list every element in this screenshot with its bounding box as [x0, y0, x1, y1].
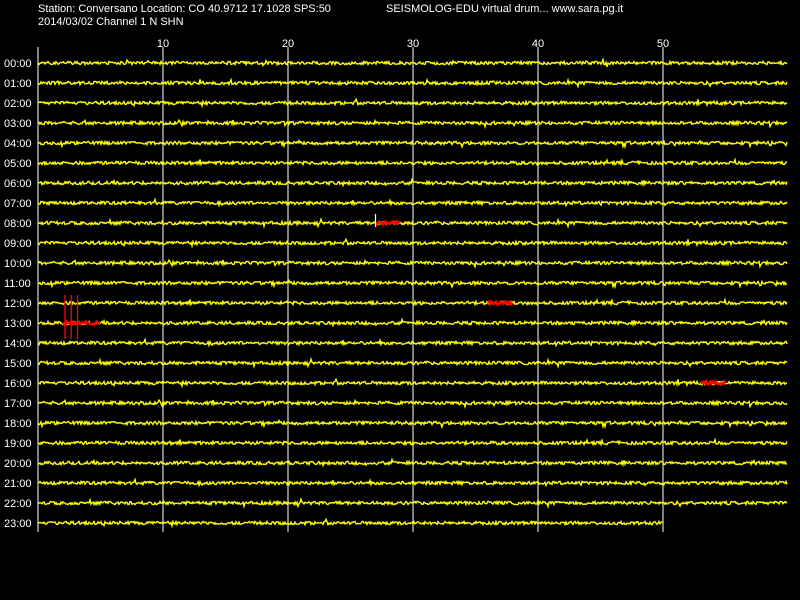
hour-label: 18:00 [4, 418, 32, 430]
minute-tick-label: 50 [657, 38, 669, 50]
minute-tick-label: 10 [157, 38, 169, 50]
station-info: Station: Conversano Location: CO 40.9712… [38, 3, 331, 15]
minute-tick-label: 20 [282, 38, 294, 50]
trace-row-2000 [37, 457, 788, 468]
trace-row-0000 [37, 56, 788, 68]
seismic-events [62, 214, 727, 386]
hour-label: 05:00 [4, 158, 32, 170]
trace-row-0500 [37, 157, 788, 167]
minute-tick-label: 40 [532, 38, 544, 50]
trace-row-0100 [37, 77, 788, 89]
hour-label: 23:00 [4, 518, 32, 530]
trace-row-2300 [37, 517, 664, 529]
hour-label: 12:00 [4, 298, 32, 310]
hour-label: 17:00 [4, 398, 32, 410]
hour-label: 22:00 [4, 498, 32, 510]
trace-row-2200 [37, 496, 788, 510]
hour-label: 04:00 [4, 138, 32, 150]
trace-row-1000 [37, 258, 788, 270]
trace-row-1600 [37, 377, 788, 389]
date-channel-info: 2014/03/02 Channel 1 N SHN [38, 16, 184, 28]
trace-row-1500 [37, 356, 788, 370]
trace-row-1800 [37, 418, 788, 430]
hour-label: 10:00 [4, 258, 32, 270]
trace-row-1900 [37, 437, 788, 447]
hour-axis: 00:00 01:00 02:00 03:00 04:00 05:00 06:00 07:00… [4, 58, 32, 530]
trace-row-0300 [37, 118, 788, 130]
trace-row-1200 [37, 297, 788, 307]
hour-label: 02:00 [4, 98, 32, 110]
trace-row-0200 [37, 97, 788, 109]
trace-row-1300 [37, 317, 788, 328]
hour-label: 07:00 [4, 198, 32, 210]
minute-tick-label: 30 [407, 38, 419, 50]
hour-label: 03:00 [4, 118, 32, 130]
hour-label: 00:00 [4, 58, 32, 70]
trace-row-0900 [37, 237, 788, 249]
minute-axis: 10 20 30 40 50 [157, 38, 669, 50]
trace-row-0700 [37, 197, 788, 208]
hour-label: 15:00 [4, 358, 32, 370]
hour-label: 19:00 [4, 438, 32, 450]
hour-label: 16:00 [4, 378, 32, 390]
trace-row-1100 [37, 278, 788, 290]
trace-row-1400 [37, 337, 788, 348]
event-trace-1 [487, 299, 514, 307]
hour-label: 08:00 [4, 218, 32, 230]
event-trace-3 [700, 379, 727, 386]
trace-row-0400 [37, 138, 788, 150]
trace-row-1700 [37, 398, 788, 410]
event-trace-0 [374, 219, 401, 227]
hour-label: 06:00 [4, 178, 32, 190]
trace-row-0800 [37, 216, 788, 230]
hour-label: 21:00 [4, 478, 32, 490]
trace-row-2100 [37, 477, 788, 488]
hour-label: 11:00 [4, 278, 31, 290]
trace-rows [37, 56, 788, 529]
hour-label: 09:00 [4, 238, 32, 250]
minute-grid [37, 47, 664, 532]
drum-title: SEISMOLOG-EDU virtual drum... www.sara.p… [386, 3, 624, 15]
trace-row-0600 [37, 177, 788, 188]
hour-label: 14:00 [4, 338, 32, 350]
hour-label: 20:00 [4, 458, 32, 470]
hour-label: 01:00 [4, 78, 32, 90]
event-trace-2 [62, 319, 101, 327]
hour-label: 13:00 [4, 318, 32, 330]
